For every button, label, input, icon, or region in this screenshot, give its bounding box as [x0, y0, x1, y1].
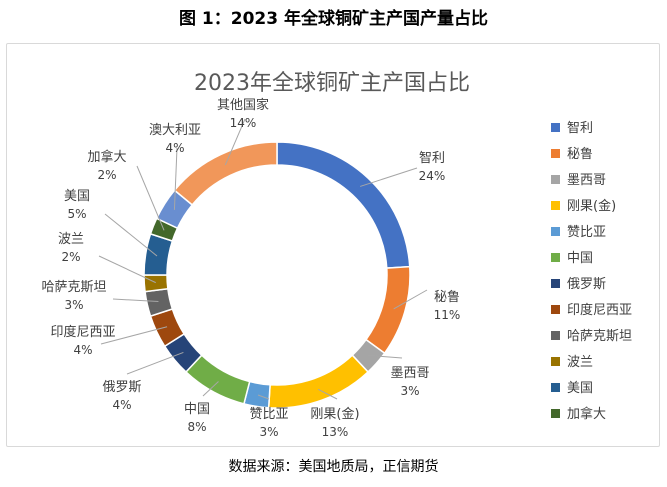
legend-label-5: 中国 [567, 251, 593, 266]
leader-line-3 [317, 388, 338, 400]
data-label-name-3: 刚果(金) [310, 406, 359, 422]
leader-line-11 [136, 165, 165, 231]
data-label-name-8: 哈萨克斯坦 [41, 280, 106, 295]
data-label-name-5: 中国 [184, 402, 210, 417]
source-note: 数据来源：美国地质局，正信期货 [228, 459, 439, 475]
data-labels: 智利 24% 秘鲁 11% 墨西哥 3% 刚果(金) 13% 赞比亚 3% 中国 8% 俄罗斯 4% 印度尼… [41, 97, 460, 439]
data-label-name-7: 印度尼西亚 [50, 324, 115, 340]
data-label-value-10: 5% [67, 207, 86, 221]
donut-slice-9 [143, 274, 169, 293]
chart-title: 2023年全球铜矿主产国占比 [194, 71, 470, 96]
legend-label-11: 加拿大 [567, 406, 606, 422]
data-label-value-1: 11% [434, 308, 461, 322]
leader-line-0 [360, 167, 418, 187]
legend-label-4: 赞比亚 [567, 225, 606, 240]
legend-swatch-3 [551, 201, 560, 210]
data-label-name-6: 俄罗斯 [102, 380, 141, 395]
legend-label-1: 秘鲁 [567, 147, 593, 162]
leader-line-1 [393, 289, 428, 310]
legend-swatch-4 [551, 227, 560, 236]
legend-label-10: 美国 [567, 381, 593, 396]
data-label-name-2: 墨西哥 [390, 366, 429, 381]
leader-line-2 [368, 354, 403, 359]
data-label-value-8: 3% [64, 298, 83, 312]
legend-swatch-1 [551, 149, 560, 158]
leader-line-6 [126, 351, 184, 375]
legend-label-3: 刚果(金) [567, 198, 616, 214]
donut-slices [143, 141, 411, 409]
data-label-value-4: 3% [259, 425, 278, 439]
leader-line-9 [98, 255, 156, 284]
leader-line-8 [112, 298, 159, 303]
data-label-value-12: 4% [165, 141, 184, 155]
legend-label-7: 印度尼西亚 [567, 302, 632, 318]
leader-line-10 [104, 213, 158, 257]
data-label-value-11: 2% [97, 168, 116, 182]
figure-title: 图 1：2023 年全球铜矿主产国产量占比 [179, 9, 488, 29]
data-label-name-13: 其他国家 [217, 97, 269, 113]
legend-label-8: 哈萨克斯坦 [567, 329, 632, 344]
legend-label-0: 智利 [567, 121, 593, 136]
donut-slice-3 [267, 354, 370, 409]
leader-line-7 [100, 326, 168, 345]
legend-swatch-11 [551, 409, 560, 418]
data-label-name-4: 赞比亚 [249, 407, 288, 422]
legend-label-9: 波兰 [567, 355, 593, 370]
data-label-value-7: 4% [73, 343, 92, 357]
legend-swatch-2 [551, 175, 560, 184]
donut-chart: 2023年全球铜矿主产国占比 智利 24% 秘鲁 11% 墨西哥 3% 刚果(金) 13% 赞比… [41, 71, 632, 439]
data-label-name-11: 加拿大 [87, 149, 126, 165]
leader-line-12 [173, 147, 178, 210]
chart-container: 2023年全球铜矿主产国占比 智利 24% 秘鲁 11% 墨西哥 3% 刚果(金) 13% 赞比… [6, 43, 660, 447]
legend-label-2: 墨西哥 [567, 173, 606, 188]
data-label-value-9: 2% [61, 250, 80, 264]
legend-swatch-5 [551, 253, 560, 262]
leader-line-4 [257, 394, 270, 400]
data-label-name-10: 美国 [64, 189, 90, 204]
data-label-value-0: 24% [419, 169, 446, 183]
leader-lines [98, 118, 428, 400]
legend-swatch-9 [551, 357, 560, 366]
leader-line-13 [224, 118, 246, 166]
data-label-name-9: 波兰 [58, 232, 84, 247]
legend-swatch-6 [551, 279, 560, 288]
data-label-value-13: 14% [230, 116, 257, 130]
donut-slice-13 [173, 141, 278, 206]
data-label-value-5: 8% [187, 420, 206, 434]
legend-label-6: 俄罗斯 [567, 277, 606, 292]
legend-swatch-8 [551, 331, 560, 340]
data-label-name-1: 秘鲁 [434, 290, 460, 305]
data-label-name-0: 智利 [419, 151, 445, 166]
data-label-name-12: 澳大利亚 [149, 122, 201, 138]
donut-slice-1 [364, 265, 411, 355]
donut-slice-0 [276, 141, 411, 269]
data-label-value-3: 13% [322, 425, 349, 439]
legend-swatch-0 [551, 123, 560, 132]
data-label-value-2: 3% [400, 384, 419, 398]
legend-swatch-7 [551, 305, 560, 314]
data-label-value-6: 4% [112, 398, 131, 412]
leader-line-5 [202, 381, 219, 397]
legend-swatch-10 [551, 383, 560, 392]
